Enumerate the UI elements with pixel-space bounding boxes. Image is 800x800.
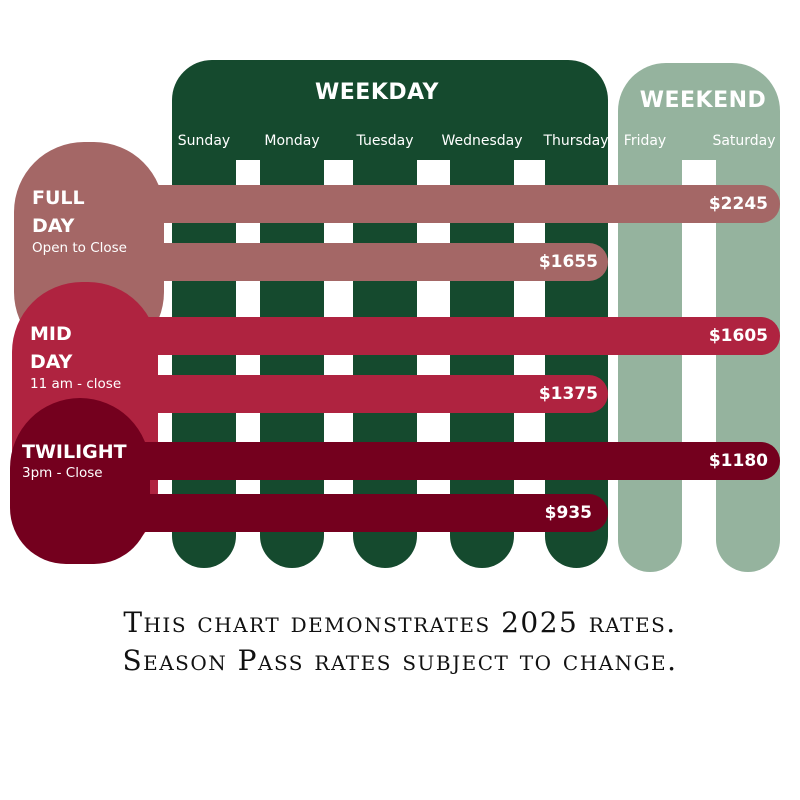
mid-day-weekend-price: $1605 — [708, 326, 768, 346]
mid-day-weekday-price: $1375 — [538, 384, 598, 404]
day-label-monday: Monday — [264, 133, 320, 149]
day-label-tuesday: Tuesday — [356, 133, 414, 149]
twilight-weekend-price: $1180 — [708, 451, 768, 471]
day-label-thursday: Thursday — [543, 133, 609, 149]
full-day-title-line1: FULL — [32, 187, 85, 209]
footer-line-2: Season Pass rates subject to change. — [122, 644, 678, 677]
weekend-header-block — [618, 63, 780, 160]
weekday-title: WEEKDAY — [315, 80, 439, 105]
full-day-weekend-band — [150, 185, 780, 223]
full-day-weekday-band — [150, 243, 608, 281]
mid-day-hours: 11 am - close — [30, 376, 122, 392]
full-day-weekday-price: $1655 — [538, 252, 598, 272]
day-label-wednesday: Wednesday — [441, 133, 523, 149]
mid-day-weekday-band — [140, 375, 608, 413]
day-label-sunday: Sunday — [177, 133, 231, 149]
mid-day-title-line1: MID — [30, 323, 72, 345]
full-day-hours: Open to Close — [32, 240, 127, 256]
twilight-title: TWILIGHT — [22, 441, 127, 463]
twilight-weekday-band — [130, 494, 608, 532]
weekday-header-block — [172, 60, 608, 160]
day-label-friday: Friday — [623, 133, 667, 149]
full-day-weekend-price: $2245 — [708, 194, 768, 214]
twilight-weekend-band — [130, 442, 780, 480]
twilight-label-block — [10, 398, 150, 564]
twilight-hours: 3pm - Close — [22, 465, 103, 481]
weekend-title: WEEKEND — [639, 88, 767, 113]
mid-day-title-line2: DAY — [30, 351, 73, 373]
mid-day-weekend-band — [140, 317, 780, 355]
footer-line-1: This chart demonstrates 2025 rates. — [123, 606, 677, 639]
day-label-saturday: Saturday — [712, 133, 776, 149]
twilight-weekday-price: $935 — [544, 503, 592, 523]
full-day-title-line2: DAY — [32, 215, 75, 237]
